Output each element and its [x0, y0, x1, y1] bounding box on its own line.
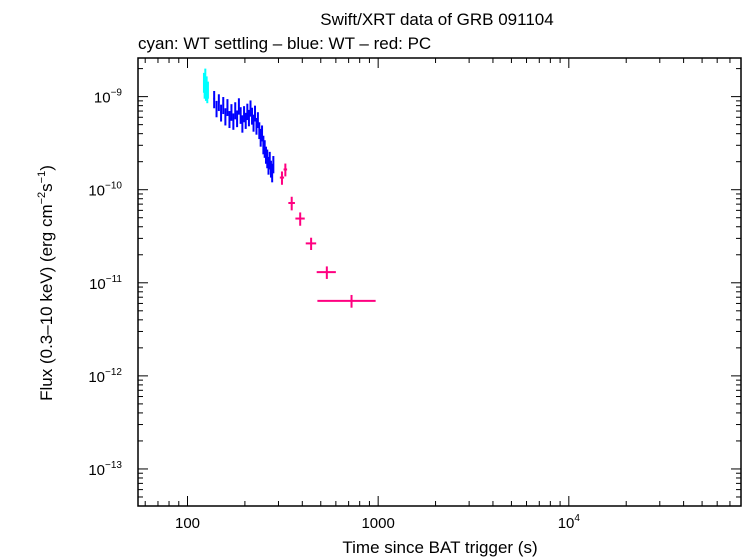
data-point — [258, 122, 261, 140]
x-tick-label: 104 — [558, 513, 581, 532]
data-point — [234, 102, 237, 120]
x-tick-label: 1000 — [361, 515, 394, 532]
data-point — [279, 171, 285, 185]
data-point — [272, 156, 275, 174]
wt-settling-series — [202, 68, 209, 104]
data-point — [305, 237, 317, 251]
x-axis-ticks — [144, 58, 742, 506]
data-point — [252, 114, 255, 132]
data-point — [239, 107, 242, 124]
data-point — [230, 104, 233, 121]
y-axis-tick-labels: 10−9 10−10 10−11 10−12 10−13 — [88, 88, 122, 479]
x-axis-label: Time since BAT trigger (s) — [342, 538, 537, 557]
wt-series — [213, 90, 275, 183]
data-point — [222, 97, 225, 115]
data-point — [295, 212, 305, 226]
data-point — [317, 294, 376, 308]
data-point — [246, 103, 249, 121]
data-point — [213, 90, 216, 109]
x-axis-tick-labels: 100 1000 104 — [175, 513, 580, 532]
y-tick-label: 10−13 — [88, 460, 122, 479]
data-point — [254, 105, 257, 122]
data-point — [283, 163, 288, 177]
data-point — [206, 81, 209, 99]
data-point — [232, 113, 235, 130]
data-point — [249, 100, 252, 117]
data-series-layer — [202, 68, 376, 308]
data-point — [255, 117, 258, 135]
data-point — [251, 107, 254, 125]
data-point — [259, 128, 262, 147]
y-axis-ticks — [138, 68, 741, 507]
x-tick-label: 100 — [175, 515, 200, 532]
data-point — [237, 98, 240, 115]
data-point — [288, 196, 295, 211]
data-point — [228, 111, 231, 129]
chart-title: Swift/XRT data of GRB 091104 — [320, 10, 553, 29]
data-point — [268, 151, 271, 170]
pc-series — [279, 163, 376, 308]
data-point — [316, 266, 336, 279]
data-point — [217, 94, 220, 112]
data-point — [256, 112, 259, 129]
data-point — [220, 104, 223, 122]
y-tick-label: 10−9 — [94, 88, 123, 107]
y-tick-label: 10−12 — [88, 367, 122, 386]
data-point — [247, 109, 250, 127]
plot-frame — [137, 57, 742, 507]
data-point — [236, 110, 239, 128]
data-point — [243, 106, 246, 123]
data-point — [244, 112, 247, 129]
data-point — [226, 99, 229, 116]
data-point — [224, 108, 227, 126]
y-tick-label: 10−10 — [88, 181, 122, 200]
data-point — [261, 125, 264, 142]
chart-subtitle: cyan: WT settling – blue: WT – red: PC — [138, 34, 431, 53]
data-point — [241, 115, 244, 133]
y-axis-label: Flux (0.3–10 keV) (erg cm−2s−1) — [36, 165, 56, 401]
data-point — [215, 100, 218, 118]
y-tick-label: 10−11 — [89, 274, 122, 293]
